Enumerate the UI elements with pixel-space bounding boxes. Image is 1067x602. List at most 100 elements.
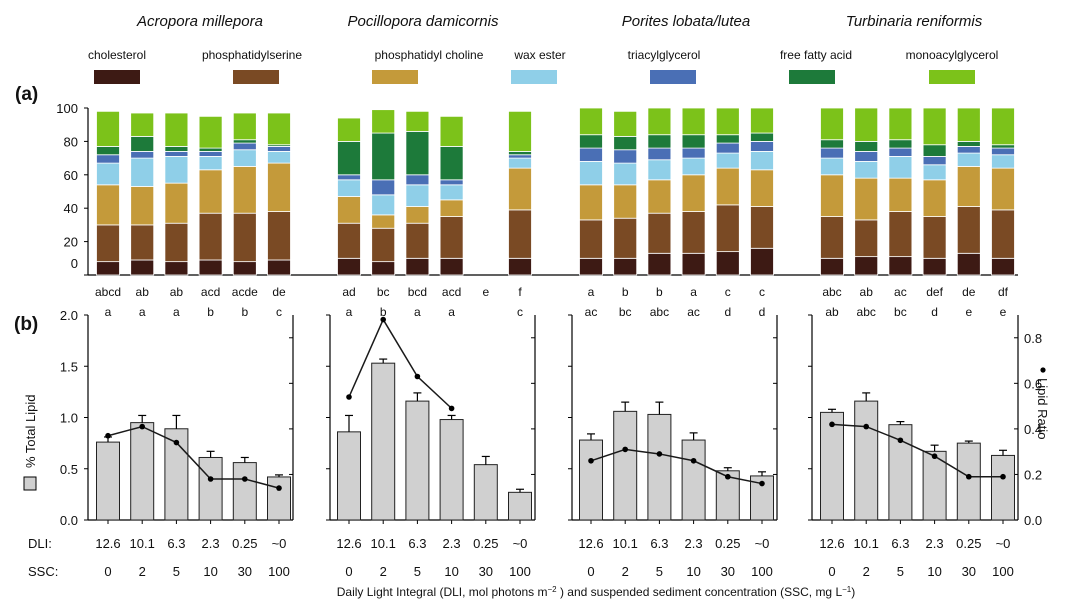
stacked-segment: [888, 156, 913, 179]
stacked-segment: [888, 147, 913, 157]
ssc-tick-label: 100: [992, 564, 1014, 579]
stacked-segment: [439, 146, 464, 181]
dli-tick-label: 10.1: [854, 536, 879, 551]
species-title-turbinaria: Turbinaria reniformis: [846, 13, 983, 30]
letter-bottom: ab: [825, 305, 839, 319]
stacked-segment: [130, 135, 155, 152]
stacked-segment: [750, 107, 774, 134]
letter-top: acde: [232, 285, 258, 299]
lipid-ratio-line: [348, 317, 453, 409]
ssc-tick-label: 2: [139, 564, 146, 579]
stacked-segment: [198, 115, 223, 149]
stacked-segment: [854, 151, 879, 162]
stacked-segment: [991, 209, 1015, 259]
letter-bottom: a: [448, 305, 455, 319]
panel-a-y-axis: [87, 108, 1018, 276]
stacked-segment: [613, 135, 638, 151]
panel-b-bars: [96, 358, 1015, 521]
letter-top: ab: [136, 285, 150, 299]
stacked-segment: [337, 222, 361, 259]
letter-bottom: a: [173, 305, 180, 319]
stacked-segment: [164, 112, 189, 147]
stacked-segment: [439, 257, 464, 276]
letter-bottom: bc: [894, 305, 907, 319]
stacked-segment: [371, 194, 396, 216]
panel-a-ytick-label: 0: [71, 256, 78, 271]
stacked-segment: [991, 107, 1015, 146]
ssc-tick-label: 2: [863, 564, 870, 579]
letter-top: ab: [170, 285, 184, 299]
y-axis-title-left: % Total Lipid: [23, 395, 38, 491]
stacked-segment: [715, 107, 740, 136]
stacked-segment: [267, 211, 291, 261]
legend-swatch-phosphatidylcholine: [372, 70, 418, 84]
panel-label-b: (b): [14, 314, 38, 335]
stacked-segment: [232, 149, 257, 167]
stacked-segment: [232, 139, 257, 144]
stacked-segment: [508, 257, 532, 276]
letter-bottom: d: [724, 305, 731, 319]
stacked-segment: [750, 151, 774, 171]
total-lipid-bar: [267, 476, 291, 521]
stacked-segment: [820, 107, 844, 141]
panel-b-right-tick-label: 0.8: [1024, 331, 1042, 346]
lipid-ratio-point: [380, 316, 387, 323]
stacked-segment: [991, 144, 1015, 149]
letter-bottom: bc: [619, 305, 632, 319]
lipid-ratio-point: [759, 480, 765, 487]
stacked-segment: [956, 252, 981, 276]
stacked-segment: [96, 154, 120, 164]
stacked-segment: [439, 184, 464, 201]
x-axis-title-prefix: Daily Light Integral (DLI, mol photons m: [337, 585, 548, 599]
legend: cholesterol phosphatidylserine phosphati…: [88, 48, 998, 84]
stacked-segment: [405, 206, 430, 224]
stacked-segment: [613, 162, 638, 186]
stacked-segment: [647, 134, 672, 149]
lipid-ratio-point: [656, 451, 663, 457]
stacked-segment: [130, 157, 155, 187]
stacked-segment: [956, 107, 981, 142]
panel-b-left-tick-label: 0.5: [60, 462, 78, 477]
stacked-segment: [647, 212, 672, 254]
stacked-segment: [681, 134, 706, 149]
lipid-ratio-point: [588, 457, 594, 464]
dli-tick-label: 0.25: [715, 536, 740, 551]
total-lipid-bar: [337, 431, 361, 521]
letter-top: bc: [377, 285, 390, 299]
dli-tick-label: 0.25: [232, 536, 257, 551]
y-axis-label-lipid-ratio: Lipid Ratio: [1035, 378, 1050, 439]
stacked-segment: [681, 107, 706, 136]
stacked-segment: [439, 179, 464, 186]
stacked-segment: [198, 147, 223, 152]
total-lipid-bar: [371, 362, 396, 521]
letter-top: acd: [442, 285, 461, 299]
stacked-segment: [750, 132, 774, 142]
lipid-ratio-point: [931, 453, 938, 460]
stacked-segment: [579, 184, 603, 221]
stacked-segment: [991, 167, 1015, 211]
letter-bottom: ac: [687, 305, 700, 319]
species-title-pocillopora: Pocillopora damicornis: [348, 13, 499, 30]
stacked-segment: [750, 206, 774, 249]
stacked-segment: [820, 139, 844, 149]
letter-top: b: [656, 285, 663, 299]
stacked-segment: [371, 214, 396, 229]
stacked-segment: [405, 222, 430, 259]
total-lipid-bar: [232, 462, 257, 521]
letter-top: ab: [860, 285, 874, 299]
dli-tick-label: 2.3: [443, 536, 461, 551]
lipid-ratio-point: [1000, 473, 1006, 480]
x-axis-title-exp: −2: [548, 585, 558, 594]
stacked-segment: [130, 186, 155, 226]
stacked-segment: [371, 227, 396, 263]
stacked-segment: [371, 261, 396, 276]
legend-swatch-phosphatidylserine: [233, 70, 279, 84]
lipid-ratio-point: [139, 423, 145, 430]
stacked-segment: [854, 107, 879, 142]
stacked-segment: [715, 167, 740, 206]
stacked-segment: [164, 151, 189, 157]
stacked-segment: [267, 259, 291, 276]
stacked-segment: [405, 257, 430, 276]
lipid-ratio-point: [207, 476, 214, 482]
panel-b-right-tick-label: 0.0: [1024, 513, 1042, 528]
